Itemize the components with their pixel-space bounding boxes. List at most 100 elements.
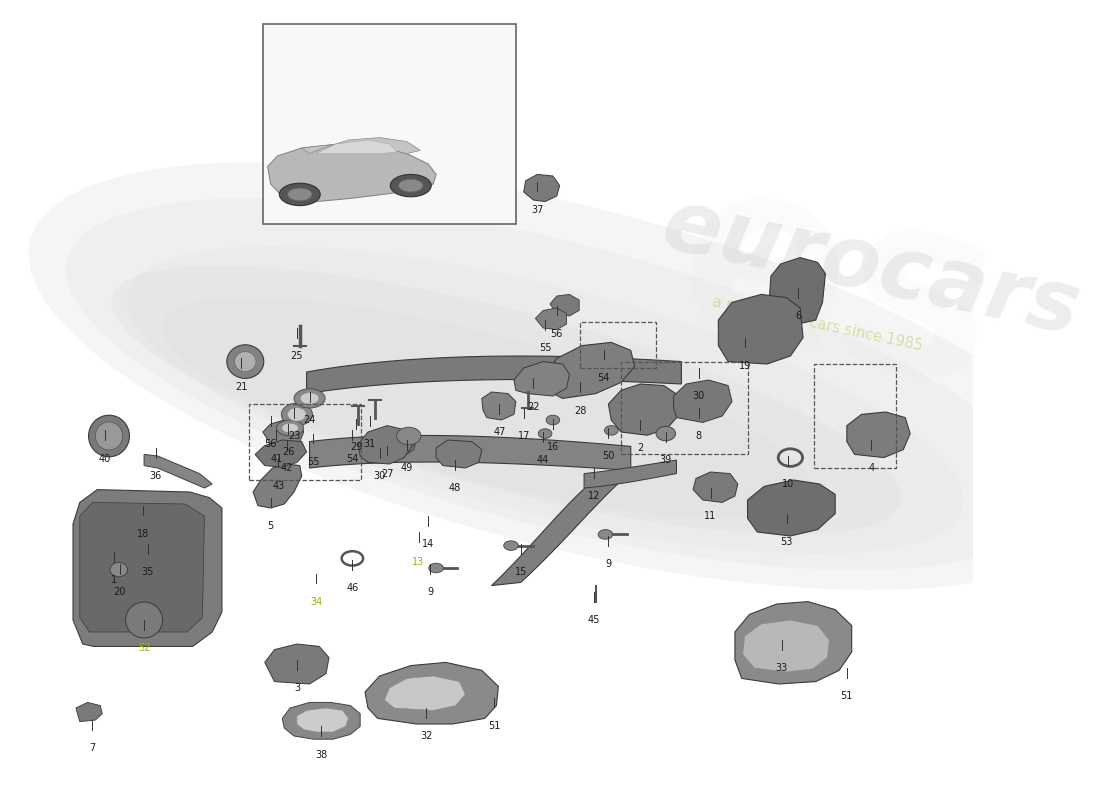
Ellipse shape: [89, 415, 130, 457]
Ellipse shape: [282, 403, 312, 426]
Ellipse shape: [397, 427, 421, 445]
Text: 51: 51: [840, 691, 852, 701]
Polygon shape: [514, 362, 570, 396]
Ellipse shape: [300, 393, 319, 404]
Bar: [621, 362, 748, 454]
Ellipse shape: [96, 422, 122, 450]
Text: 12: 12: [587, 491, 600, 501]
Text: 43: 43: [273, 481, 285, 490]
Polygon shape: [492, 472, 630, 586]
Polygon shape: [608, 384, 680, 435]
Polygon shape: [144, 454, 212, 488]
Polygon shape: [359, 426, 414, 464]
Text: 9: 9: [605, 559, 612, 570]
Text: 34: 34: [310, 597, 322, 606]
Polygon shape: [482, 392, 516, 420]
Text: 24: 24: [304, 415, 316, 426]
Text: 54: 54: [346, 454, 359, 464]
Text: 30: 30: [693, 391, 705, 402]
Ellipse shape: [504, 541, 518, 550]
Polygon shape: [693, 472, 738, 502]
Polygon shape: [584, 460, 676, 488]
Polygon shape: [847, 412, 910, 458]
Text: 19: 19: [738, 361, 751, 371]
Text: a passion for cars since 1985: a passion for cars since 1985: [712, 294, 924, 354]
Text: 15: 15: [515, 567, 527, 578]
Polygon shape: [301, 138, 420, 154]
Text: 55: 55: [307, 457, 320, 467]
Text: 30: 30: [374, 471, 386, 482]
Polygon shape: [253, 464, 301, 508]
Polygon shape: [263, 420, 304, 446]
Ellipse shape: [234, 351, 256, 371]
Text: 8: 8: [696, 431, 702, 442]
Text: 7: 7: [89, 743, 96, 754]
Ellipse shape: [282, 423, 298, 433]
Bar: [814, 364, 896, 468]
Ellipse shape: [279, 183, 320, 206]
Polygon shape: [769, 258, 825, 324]
Ellipse shape: [287, 188, 312, 201]
Polygon shape: [748, 480, 835, 536]
Text: 29: 29: [350, 442, 362, 452]
Text: 16: 16: [547, 442, 559, 452]
Text: 21: 21: [235, 382, 248, 391]
Polygon shape: [307, 356, 681, 394]
Text: 5: 5: [267, 521, 274, 531]
Polygon shape: [536, 308, 566, 330]
Text: 49: 49: [400, 463, 412, 473]
Text: 53: 53: [780, 537, 793, 547]
Text: 45: 45: [587, 615, 600, 626]
Ellipse shape: [110, 562, 128, 577]
Text: 39: 39: [660, 455, 672, 465]
Text: 44: 44: [537, 455, 549, 465]
Text: 2: 2: [637, 443, 644, 453]
Ellipse shape: [111, 266, 901, 534]
Ellipse shape: [287, 408, 306, 421]
Text: 6: 6: [795, 311, 801, 321]
Text: 18: 18: [138, 529, 150, 539]
Text: 25: 25: [290, 351, 304, 362]
Text: 13: 13: [412, 557, 425, 566]
Text: 47: 47: [493, 427, 506, 437]
Text: eurocars: eurocars: [656, 183, 1087, 353]
Text: 27: 27: [382, 469, 394, 478]
Text: 38: 38: [315, 750, 328, 760]
Polygon shape: [718, 294, 803, 364]
Ellipse shape: [538, 429, 552, 438]
Text: 46: 46: [346, 583, 359, 594]
Polygon shape: [297, 708, 349, 732]
Ellipse shape: [227, 345, 264, 378]
Polygon shape: [76, 702, 102, 722]
Text: 26: 26: [282, 447, 295, 457]
Text: 14: 14: [422, 539, 435, 549]
Text: 37: 37: [531, 205, 543, 214]
Text: 31: 31: [364, 439, 376, 450]
Ellipse shape: [598, 530, 613, 539]
Ellipse shape: [656, 426, 675, 441]
Polygon shape: [385, 676, 465, 710]
Text: es: es: [657, 137, 1018, 439]
Polygon shape: [265, 644, 329, 684]
Bar: [263, 24, 516, 224]
Ellipse shape: [125, 602, 163, 638]
Polygon shape: [309, 435, 630, 470]
Text: 33: 33: [776, 663, 788, 674]
Ellipse shape: [162, 298, 812, 518]
Text: 48: 48: [449, 483, 461, 493]
Text: 56: 56: [551, 329, 563, 339]
Polygon shape: [735, 602, 851, 684]
Text: 41: 41: [271, 454, 283, 464]
Polygon shape: [524, 174, 560, 202]
Text: 55: 55: [539, 343, 551, 354]
Bar: [580, 322, 656, 368]
Ellipse shape: [429, 563, 443, 573]
Polygon shape: [550, 294, 580, 316]
Ellipse shape: [390, 174, 431, 197]
Text: 23: 23: [288, 431, 300, 442]
Text: 1: 1: [111, 575, 117, 586]
Polygon shape: [283, 702, 360, 739]
Text: 22: 22: [527, 402, 540, 411]
Text: 36: 36: [150, 471, 162, 482]
Text: 50: 50: [602, 451, 615, 461]
